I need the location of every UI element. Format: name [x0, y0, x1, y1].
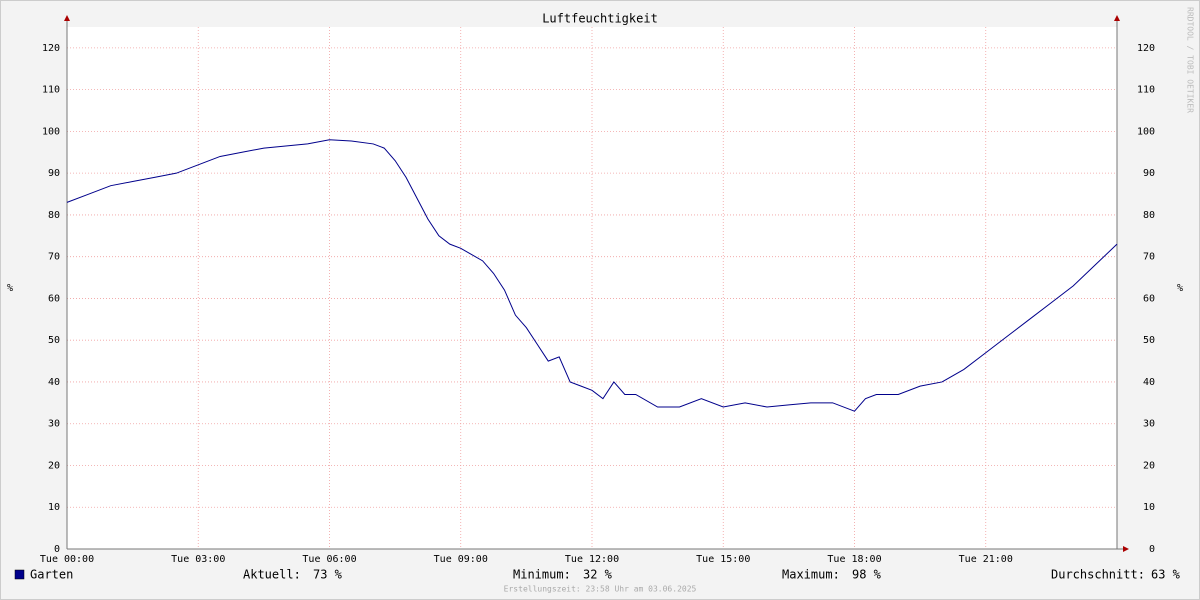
- x-tick-label: Tue 00:00: [40, 554, 94, 565]
- y-axis-label: %: [7, 283, 13, 294]
- y-tick-label: 70: [48, 252, 60, 263]
- series-line: [66, 139, 1118, 412]
- chart-title: Luftfeuchtigkeit: [542, 12, 658, 26]
- legend-label: Garten: [30, 568, 73, 582]
- y-tick-label: 40: [48, 377, 60, 388]
- stat-label: Aktuell:: [243, 568, 301, 582]
- x-tick-label: Tue 03:00: [171, 554, 225, 565]
- y-tick-label: 80: [48, 210, 60, 221]
- stat-value: 63 %: [1151, 568, 1181, 582]
- y2-tick-label: 60: [1143, 293, 1155, 304]
- y2-tick-label: 40: [1143, 377, 1155, 388]
- stat-label: Maximum:: [782, 568, 840, 582]
- x-tick-label: Tue 12:00: [565, 554, 619, 565]
- y-tick-label: 0: [54, 544, 60, 555]
- x-tick-label: Tue 15:00: [696, 554, 750, 565]
- y-tick-label: 30: [48, 419, 60, 430]
- y2-tick-label: 50: [1143, 335, 1155, 346]
- axis-arrow: [64, 15, 70, 21]
- legend-swatch: [14, 569, 25, 580]
- y-tick-label: 110: [42, 85, 60, 96]
- y2-tick-label: 110: [1137, 85, 1155, 96]
- y2-tick-label: 80: [1143, 210, 1155, 221]
- y-tick-label: 60: [48, 293, 60, 304]
- y2-tick-label: 10: [1143, 502, 1155, 513]
- x-tick-label: Tue 06:00: [302, 554, 356, 565]
- x-tick-label: Tue 09:00: [434, 554, 488, 565]
- stat-value: 32 %: [583, 568, 613, 582]
- stat-label: Durchschnitt:: [1051, 568, 1145, 582]
- stat-value: 73 %: [313, 568, 343, 582]
- stat-label: Minimum:: [513, 568, 571, 582]
- y2-tick-label: 20: [1143, 460, 1155, 471]
- y2-tick-label: 100: [1137, 126, 1155, 137]
- axis-arrow: [1123, 546, 1129, 552]
- y2-tick-label: 120: [1137, 43, 1155, 54]
- watermark: RRDTOOL / TOBI OETIKER: [1186, 7, 1195, 113]
- y2-tick-label: 0: [1149, 544, 1155, 555]
- footer: Erstellungszeit: 23:58 Uhr am 03.06.2025: [504, 585, 697, 594]
- y-tick-label: 10: [48, 502, 60, 513]
- stat-value: 98 %: [852, 568, 882, 582]
- y-tick-label: 20: [48, 460, 60, 471]
- x-tick-label: Tue 21:00: [959, 554, 1013, 565]
- y2-tick-label: 30: [1143, 419, 1155, 430]
- axis-arrow: [1114, 15, 1120, 21]
- y-tick-label: 50: [48, 335, 60, 346]
- x-tick-label: Tue 18:00: [827, 554, 881, 565]
- y-tick-label: 120: [42, 43, 60, 54]
- y-tick-label: 100: [42, 126, 60, 137]
- y2-axis-label: %: [1177, 283, 1183, 294]
- y-tick-label: 90: [48, 168, 60, 179]
- y2-tick-label: 90: [1143, 168, 1155, 179]
- y2-tick-label: 70: [1143, 252, 1155, 263]
